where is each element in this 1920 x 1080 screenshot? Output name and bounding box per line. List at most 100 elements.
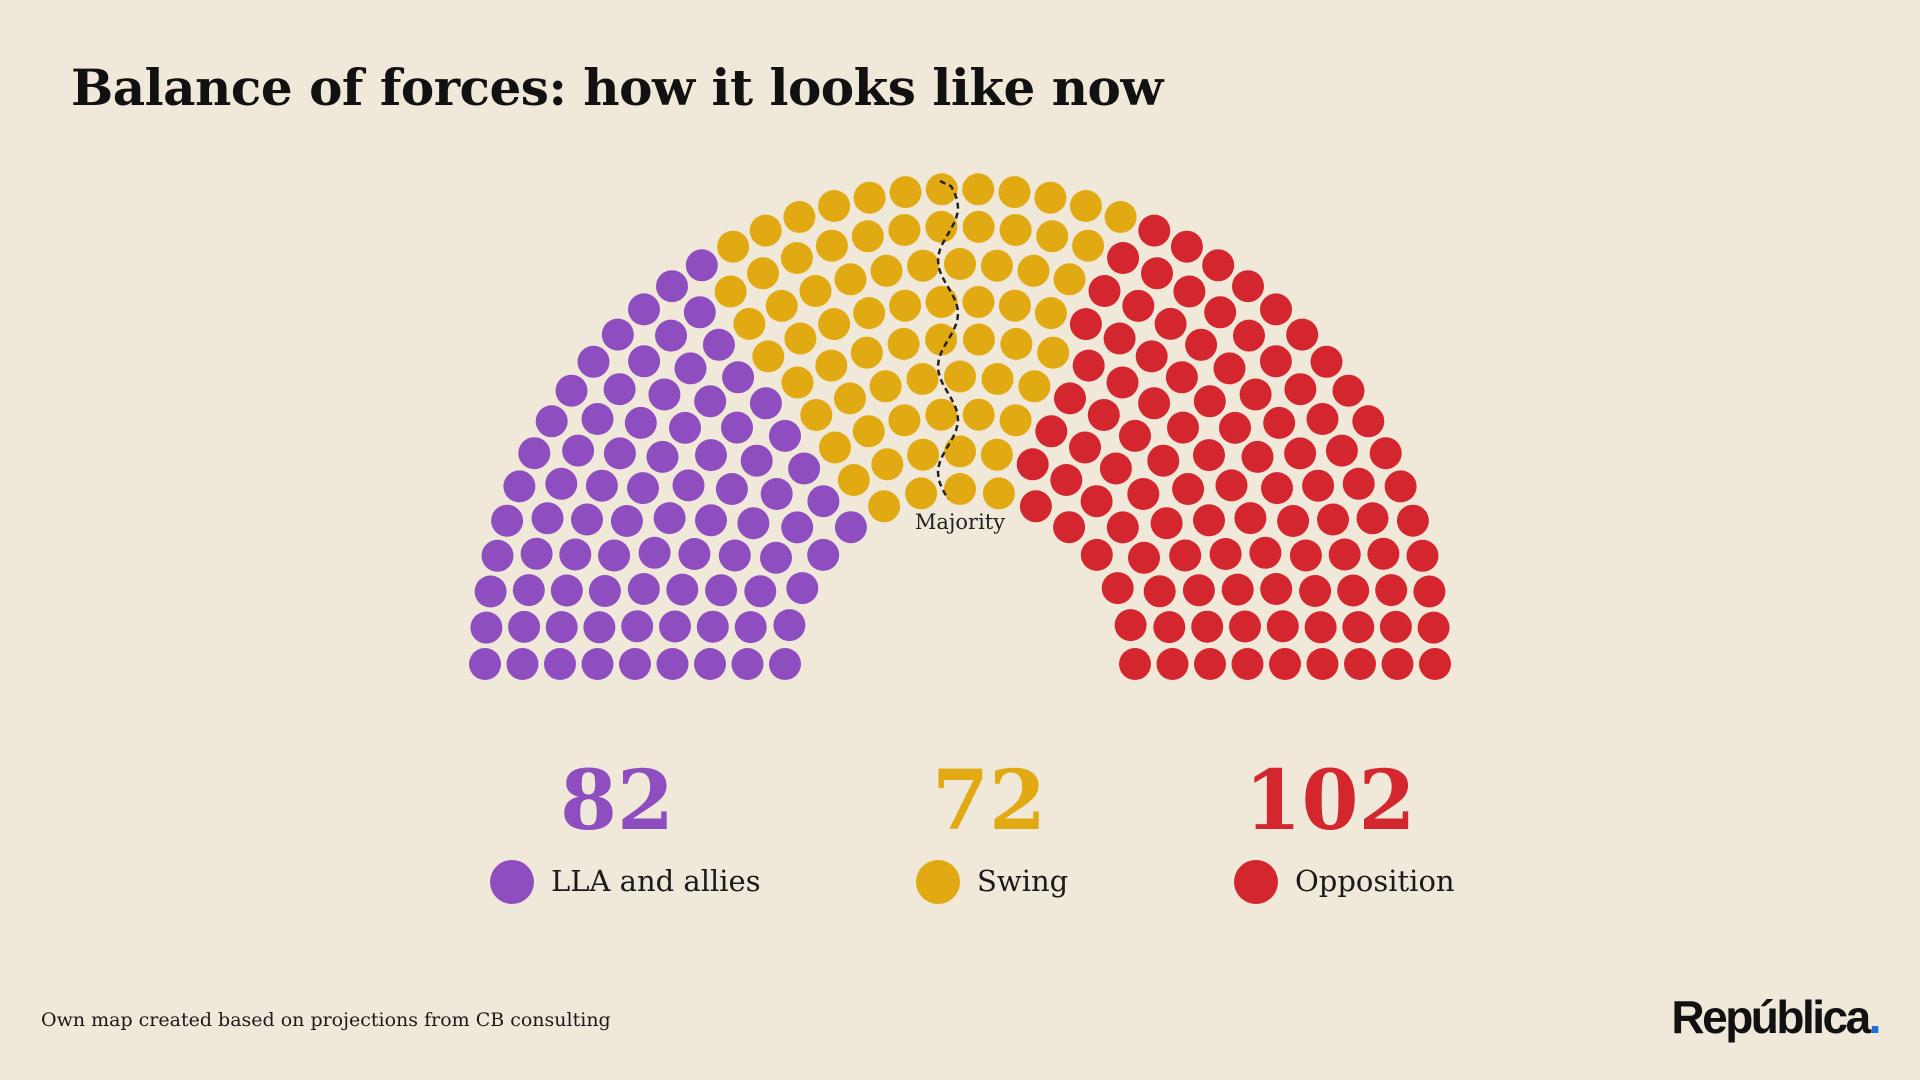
seat-opposition [1154,307,1187,340]
seat-swing [944,473,976,505]
seat-lla-and-allies [520,537,553,570]
seat-swing [944,248,976,280]
seat-lla-and-allies [678,538,711,570]
seat-opposition [1053,511,1086,544]
seat-swing [887,327,920,360]
seat-lla-and-allies [722,361,755,394]
seat-opposition [1050,464,1083,496]
seat-lla-and-allies [769,419,801,452]
seat-opposition [1284,437,1317,470]
seat-lla-and-allies [638,536,671,569]
seat-lla-and-allies [659,610,691,643]
seat-opposition [1193,439,1225,472]
seat-lla-and-allies [731,648,764,680]
seat-lla-and-allies [571,503,603,536]
seat-opposition [1369,437,1402,470]
seat-lla-and-allies [544,648,576,680]
seat-opposition [1107,242,1140,274]
seat-opposition [1344,648,1376,680]
seat-opposition [1172,473,1205,505]
seat-opposition [1141,257,1173,290]
seat-swing [853,181,886,214]
seat-lla-and-allies [788,452,821,485]
seat-lla-and-allies [585,469,618,502]
seat-lla-and-allies [531,502,564,535]
seat-lla-and-allies [685,249,718,282]
seat-opposition [1328,538,1361,571]
seat-lla-and-allies [610,505,643,537]
seat-opposition [1114,609,1147,642]
seat-swing [999,404,1032,437]
seat-lla-and-allies [627,472,659,505]
seat-swing [962,323,995,356]
seat-lla-and-allies [786,572,819,605]
seat-opposition [1306,403,1339,435]
seat-lla-and-allies [666,573,699,606]
republica-logo: República. [1671,990,1881,1044]
seat-lla-and-allies [518,437,551,470]
seat-swing [869,370,902,403]
seat-opposition [1106,511,1139,544]
seat-lla-and-allies [581,403,614,435]
seat-opposition [1231,648,1264,680]
seat-lla-and-allies [672,469,705,502]
seat-swing [780,242,813,274]
seat-swing [999,214,1032,246]
legend-swatch-opposition [1234,860,1278,904]
seat-swing [962,210,995,243]
seat-swing [982,477,1015,510]
seat-swing [925,173,958,206]
seat-lla-and-allies [627,573,660,605]
seat-swing [717,230,750,263]
seat-swing [714,275,747,308]
seat-lla-and-allies [694,648,726,680]
seat-swing [783,201,816,233]
seat-lla-and-allies [769,648,801,680]
seat-lla-and-allies [656,648,689,680]
seat-opposition [1229,610,1261,643]
seat-opposition [1165,361,1198,394]
seat-swing [888,404,921,437]
seat-lla-and-allies [705,574,738,607]
seat-swing [998,176,1031,209]
seat-swing [870,254,903,287]
seat-opposition [1332,374,1365,407]
seat-lla-and-allies [721,411,753,444]
seat-lla-and-allies [562,434,595,467]
seat-lla-and-allies [581,648,614,680]
seat-lla-and-allies [508,610,541,643]
seat-opposition [1406,539,1439,572]
seat-swing [852,415,885,448]
seat-opposition [1080,485,1113,518]
seat-opposition [1325,434,1358,467]
legend-label-opposition: Opposition [1295,864,1455,898]
seat-opposition [1153,611,1186,644]
seat-opposition [1352,405,1385,438]
seat-count-opposition: 102 [1244,753,1416,849]
seat-opposition [1233,319,1265,352]
seat-swing [733,307,766,340]
seat-opposition [1375,574,1408,607]
seat-lla-and-allies [545,611,578,644]
seat-opposition [1128,541,1160,574]
seat-swing [980,438,1013,471]
seat-swing [818,308,851,341]
seat-swing [888,214,921,246]
seat-opposition [1317,503,1349,536]
seat-lla-and-allies [555,374,588,407]
seat-opposition [1169,539,1202,572]
seat-opposition [1310,345,1343,378]
seat-opposition [1127,478,1160,510]
seat-lla-and-allies [807,538,840,571]
seat-opposition [1088,275,1121,307]
seat-swing [871,448,904,481]
logo-text: República [1671,991,1871,1043]
seat-lla-and-allies [696,610,729,643]
seat-swing [837,464,870,496]
seat-swing [925,323,958,356]
seat-opposition [1213,352,1246,385]
majority-line [936,179,960,500]
seat-swing [944,360,976,393]
seat-opposition [1170,230,1203,263]
seat-lla-and-allies [655,319,687,352]
